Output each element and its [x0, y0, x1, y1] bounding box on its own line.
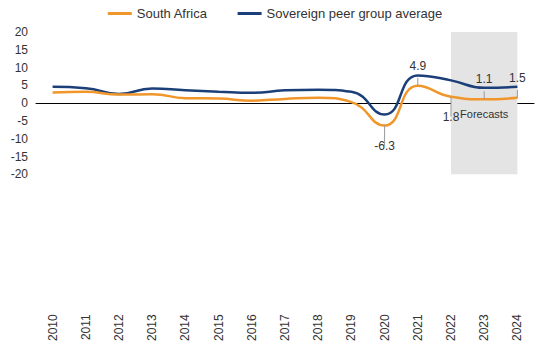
svg-text:2023: 2023: [477, 314, 491, 341]
svg-text:2016: 2016: [245, 314, 259, 341]
svg-text:-5: -5: [17, 114, 28, 128]
svg-text:2017: 2017: [278, 314, 292, 341]
svg-text:2020: 2020: [378, 314, 392, 341]
svg-text:4.9: 4.9: [409, 59, 426, 73]
svg-text:-15: -15: [11, 150, 29, 164]
svg-text:20: 20: [15, 25, 29, 39]
svg-text:2015: 2015: [212, 314, 226, 341]
svg-text:5: 5: [21, 78, 28, 92]
svg-text:1.5: 1.5: [509, 71, 526, 85]
svg-text:2024: 2024: [510, 314, 524, 341]
svg-text:-6.3: -6.3: [374, 139, 395, 153]
svg-text:10: 10: [15, 61, 29, 75]
svg-text:-10: -10: [11, 132, 29, 146]
svg-text:Sovereign peer group average: Sovereign peer group average: [267, 6, 443, 21]
svg-text:0: 0: [21, 96, 28, 110]
svg-text:2018: 2018: [311, 314, 325, 341]
svg-text:-20: -20: [11, 167, 29, 181]
svg-text:South Africa: South Africa: [137, 6, 208, 21]
svg-text:1.8: 1.8: [443, 110, 460, 124]
svg-text:2011: 2011: [79, 314, 93, 340]
svg-text:Forecasts: Forecasts: [460, 108, 509, 120]
svg-text:2013: 2013: [145, 314, 159, 341]
svg-text:2019: 2019: [344, 314, 358, 341]
svg-text:2014: 2014: [178, 314, 192, 341]
svg-text:2022: 2022: [444, 314, 458, 341]
svg-text:1.1: 1.1: [476, 72, 493, 86]
svg-text:2012: 2012: [112, 314, 126, 341]
svg-text:2021: 2021: [411, 314, 425, 341]
svg-text:2010: 2010: [46, 314, 60, 341]
svg-text:15: 15: [15, 43, 29, 57]
